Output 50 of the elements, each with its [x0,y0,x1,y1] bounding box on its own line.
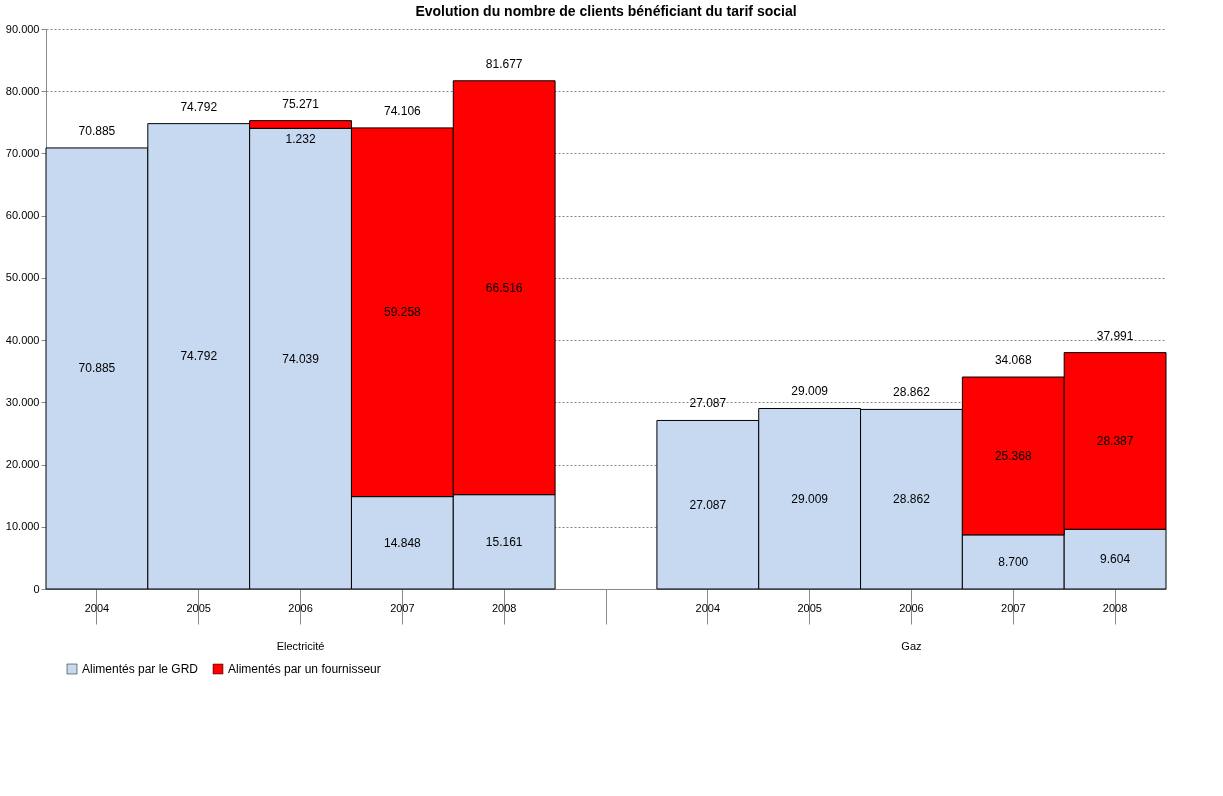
total-label: 74.792 [180,99,218,114]
data-label: 59.258 [384,305,422,320]
total-label: 34.068 [994,353,1032,368]
x-tick-label: 2006 [288,601,313,614]
data-label: 25.368 [994,448,1032,463]
y-tick-label: 60.000 [5,209,40,222]
y-tick-label: 50.000 [5,271,40,284]
y-tick-label: 0 [33,582,40,595]
text: Gaz [901,640,922,652]
total-label: 29.009 [791,384,829,399]
x-tick-label: 2007 [390,601,415,614]
y-tick-label: 10.000 [5,520,40,533]
total-label: 75.271 [282,96,320,111]
x-tick-label: 2005 [186,601,211,614]
data-label: 74.039 [282,351,320,366]
data-label: 8.700 [998,554,1029,569]
y-tick-label: 80.000 [5,84,40,97]
total-label: 70.885 [78,123,116,138]
data-label: 66.516 [485,280,523,295]
x-tick-label: 2004 [84,601,110,614]
total-label: 81.677 [485,56,523,71]
y-tick-label: 90.000 [5,22,40,35]
data-label: 14.848 [384,535,422,550]
text: Electricité [276,640,325,652]
x-tick-label: 2008 [491,601,517,614]
x-tick-label: 2006 [899,601,924,614]
x-tick-label: 2008 [1102,601,1128,614]
x-tick-label: 2007 [1001,601,1026,614]
data-label: 9.604 [1100,552,1131,567]
data-label: 70.885 [78,361,116,376]
y-tick-label: 70.000 [5,146,40,159]
data-label: 27.087 [689,497,727,512]
total-label: 27.087 [689,396,727,411]
total-label: 37.991 [1096,328,1134,343]
legend-label: Alimentés par un fournisseur [228,662,381,676]
y-tick-label: 40.000 [5,333,40,346]
y-tick-label: 20.000 [5,458,40,471]
x-tick-label: 2005 [797,601,822,614]
data-label: 28.387 [1096,433,1134,448]
data-label: 28.862 [893,492,931,507]
chart-title: Evolution du nombre de clients bénéficiant du tarif social [415,3,797,19]
legend-label: Alimentés par le GRD [82,662,199,676]
data-label: 74.792 [180,349,218,364]
data-label: 29.009 [791,491,829,506]
data-label: 15.161 [485,534,523,549]
data-label: 1.232 [285,132,316,147]
total-label: 28.862 [893,385,931,400]
total-label: 74.106 [384,103,422,118]
y-tick-label: 30.000 [5,395,40,408]
x-tick-label: 2004 [695,601,721,614]
